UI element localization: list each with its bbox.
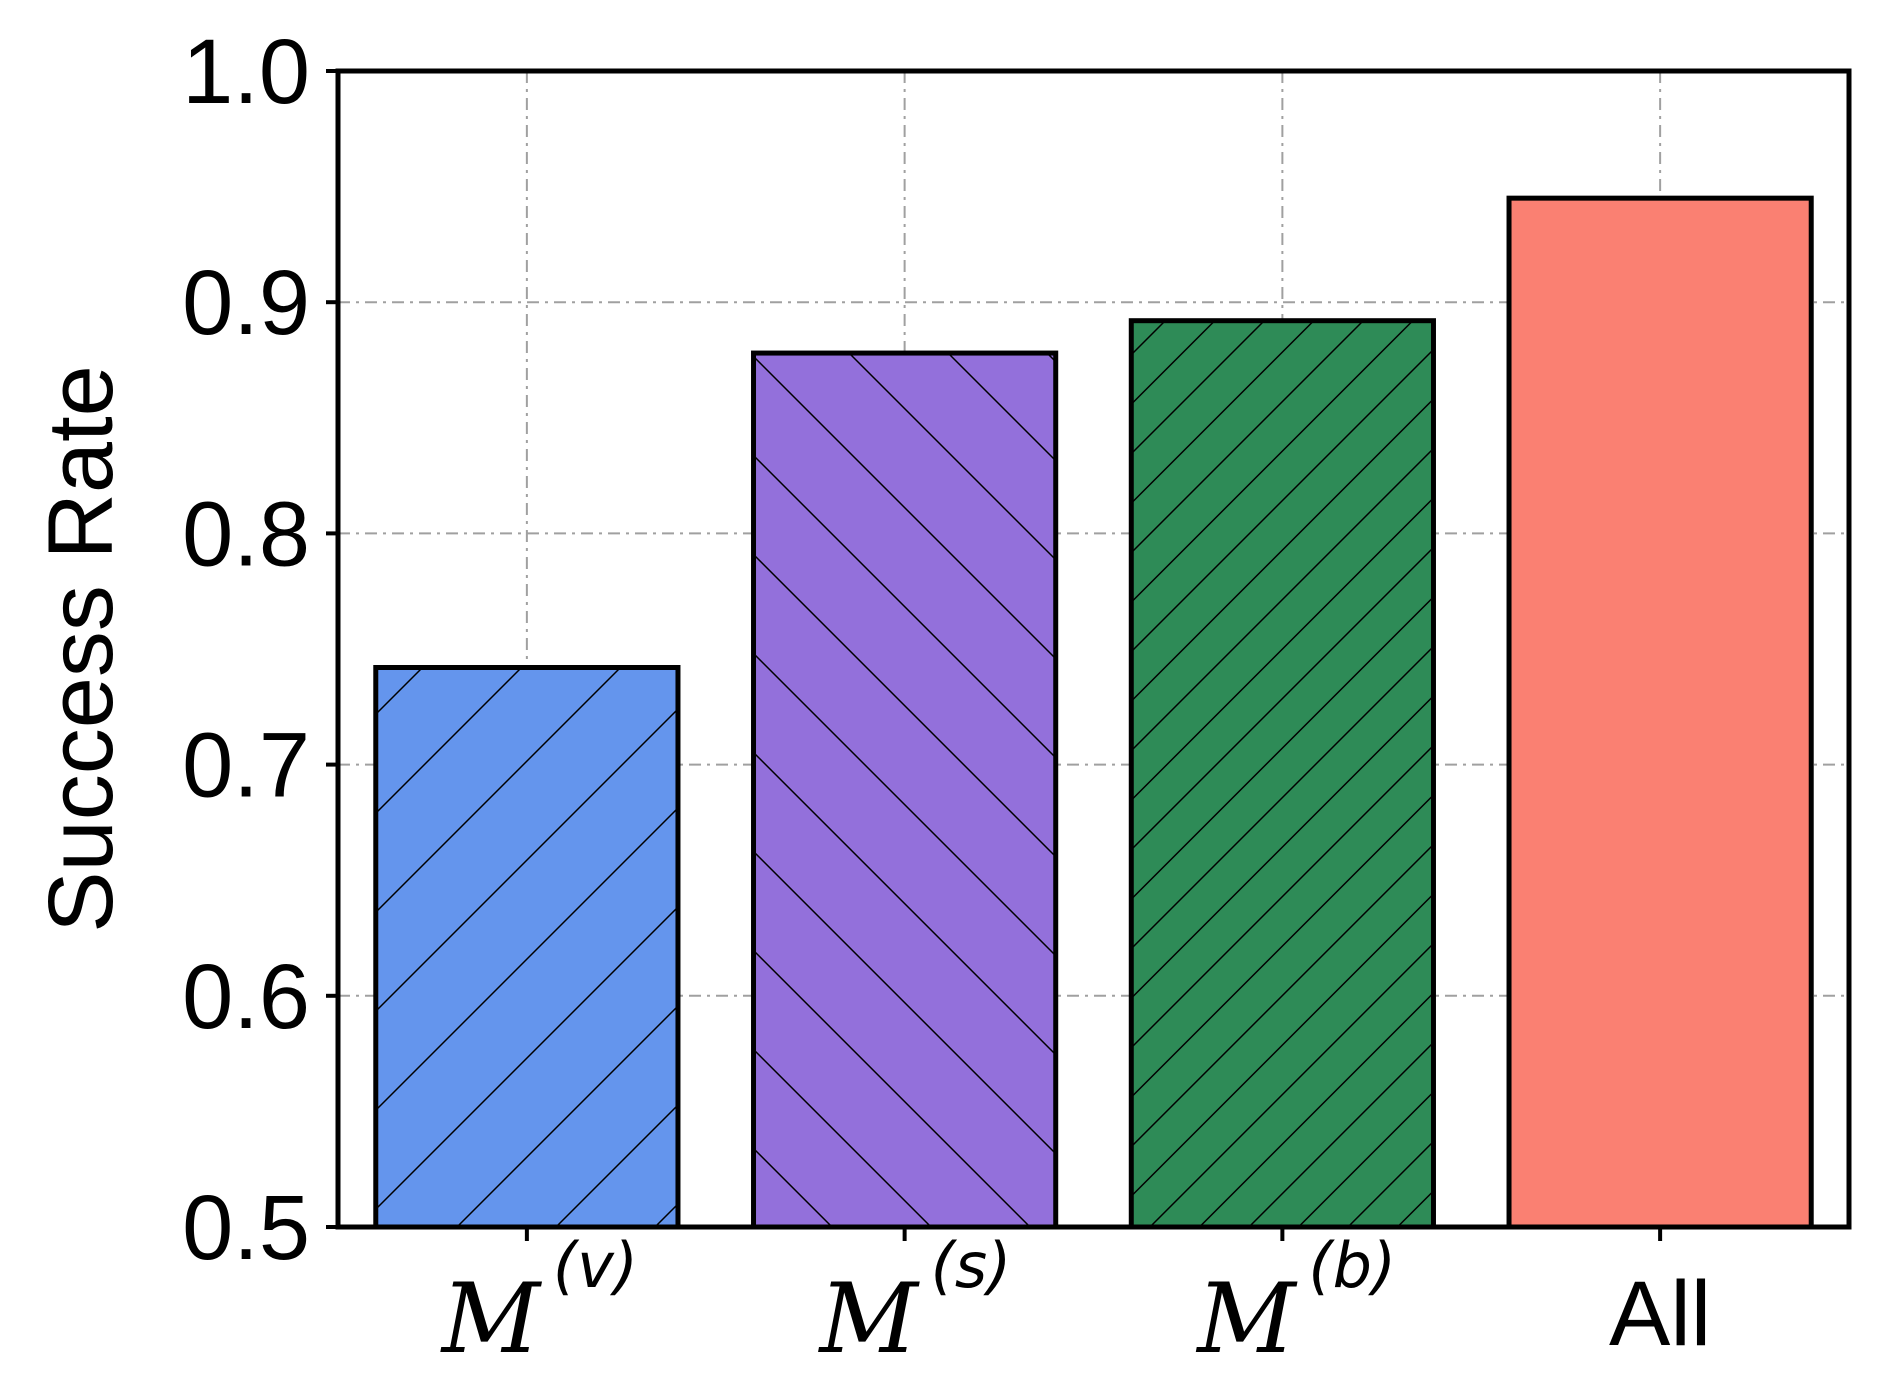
x-tick-label-superscript: (s) (931, 1229, 1012, 1302)
y-tick-label: 1.0 (182, 21, 310, 123)
bar-3 (1128, 318, 1436, 1230)
bars (373, 195, 1814, 1230)
bar-hatch (1131, 320, 1434, 1227)
x-tick-label: All (1609, 1263, 1711, 1365)
y-tick-label: 0.8 (182, 483, 310, 585)
x-tick-label-base: M (817, 1263, 920, 1375)
y-axis-label: Success Rate (30, 365, 132, 933)
bar-hatch (375, 667, 678, 1227)
y-tick-label: 0.5 (182, 1177, 310, 1279)
y-tick-label: 0.7 (182, 715, 310, 817)
x-tick-label-superscript: (v) (553, 1229, 638, 1302)
y-tick-label: 0.6 (182, 946, 310, 1048)
y-axis: 0.5 0.6 0.7 0.8 0.9 1.0 (182, 21, 338, 1279)
x-tick-label-superscript: (b) (1308, 1229, 1396, 1302)
bar-4 (1506, 195, 1814, 1230)
x-tick-label-base: M (440, 1263, 543, 1375)
x-tick-label-base: M (1195, 1263, 1298, 1375)
bar-hatch (753, 353, 1056, 1228)
plot-frame (335, 68, 1852, 1230)
bar-2 (751, 350, 1059, 1230)
bar-fill (1509, 198, 1812, 1227)
bar-1 (373, 664, 681, 1230)
y-tick-label: 0.9 (182, 252, 310, 354)
x-axis: M (v) M (s) M (b) All (440, 1227, 1711, 1375)
